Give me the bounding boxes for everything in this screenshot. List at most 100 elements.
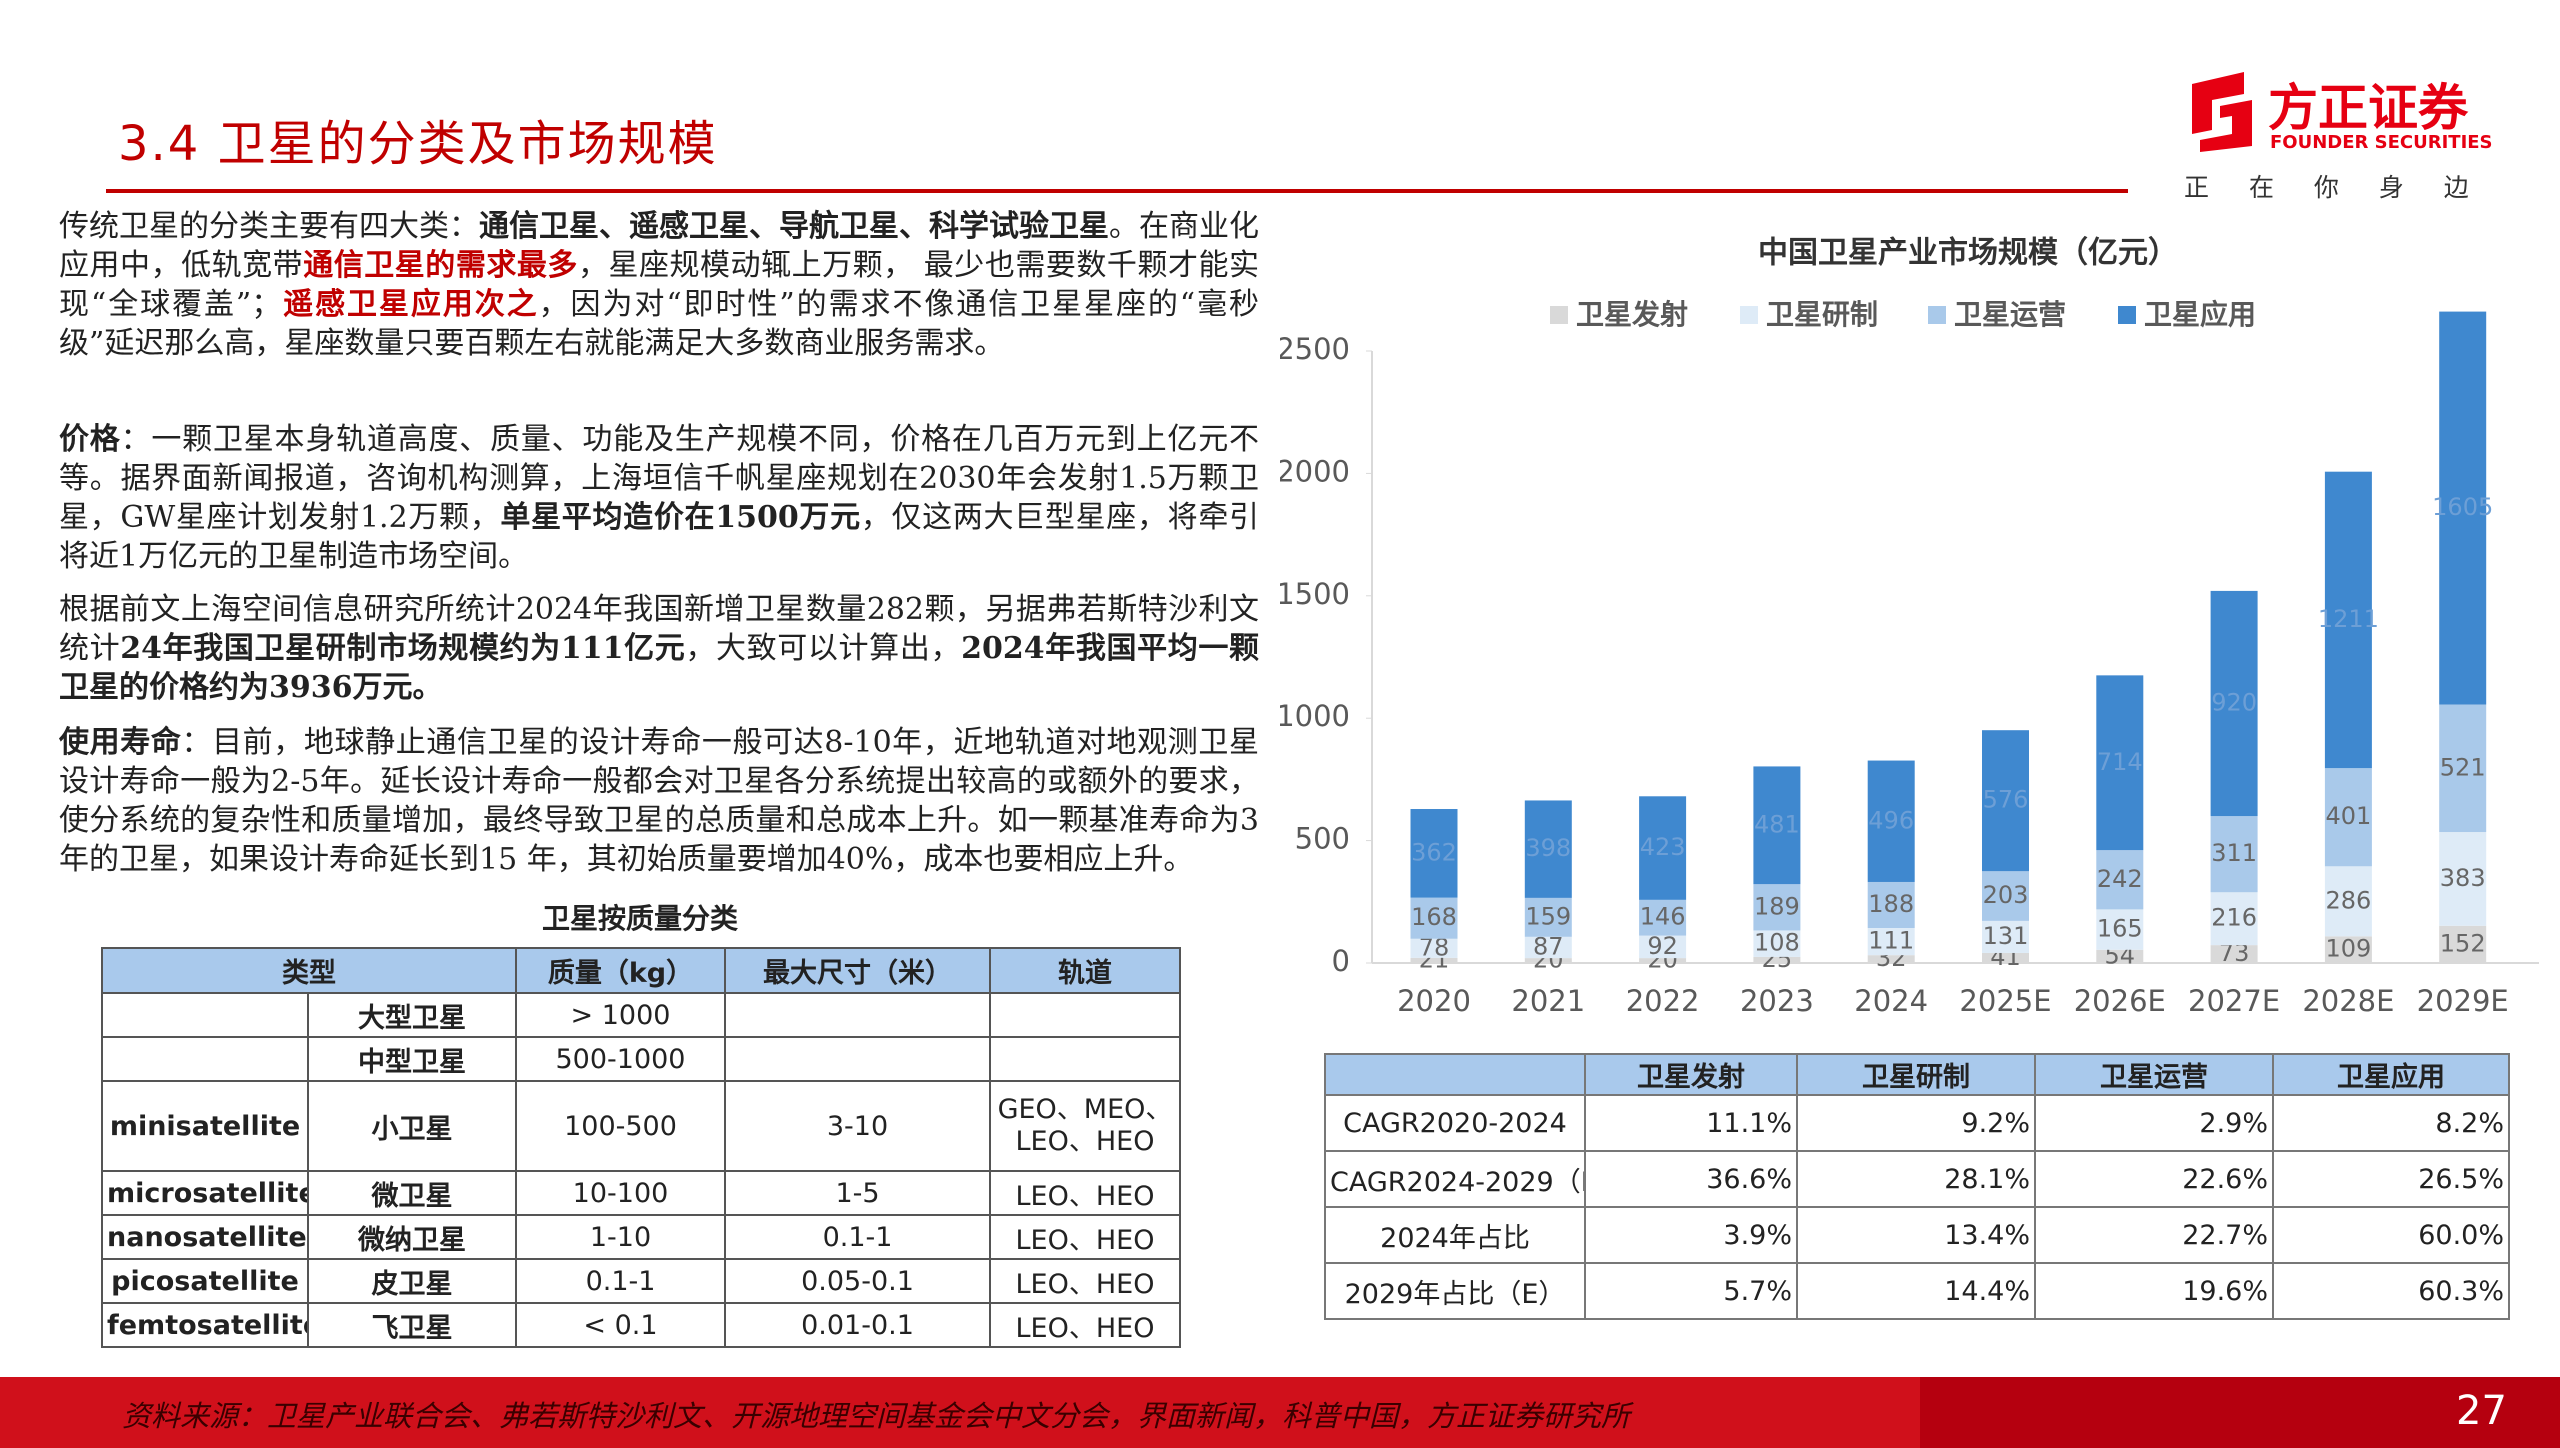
bar-segment — [2096, 909, 2144, 950]
bar-segment — [1982, 952, 2029, 963]
cell: 3-10 — [724, 1080, 991, 1172]
cell: 100-500 — [515, 1080, 726, 1172]
y-tick-label: 1500 — [1280, 577, 1350, 611]
row: femtosatellite 飞卫星 < 0.1 0.01-0.1 LEO、HEO — [101, 1302, 1181, 1348]
row: microsatellite 微卫星 10-100 1-5 LEO、HEO — [101, 1170, 1181, 1216]
cell: nanosatellite — [101, 1214, 309, 1260]
header-cell: 最大尺寸（米） — [724, 947, 991, 994]
bar-segment — [2439, 311, 2487, 705]
bar-segment — [1867, 881, 1915, 928]
text-run: 单星平均造价在1500万元 — [500, 500, 861, 535]
mass-table: 类型 质量（kg） 最大尺寸（米） 轨道 大型卫星 > 1000 中型卫星 500-1000 m… — [101, 947, 1181, 1348]
logo-en: FOUNDER SECURITIES — [2270, 132, 2493, 153]
paragraph: 传统卫星的分类主要有四大类：通信卫星、遥感卫星、导航卫星、科学试验卫星。在商业化… — [59, 207, 1259, 363]
row: CAGR2024-2029（E）36.6%28.1%22.6%26.5% — [1324, 1150, 2510, 1208]
text-run: ，仅这两大巨型星座，将牵引将近1万亿元的卫星制造市场空间。 — [59, 500, 1260, 574]
chart: 中国卫星产业市场规模（亿元） 0 500 1000 1500 2000 2500 卫星发射 卫星… — [1280, 236, 2539, 1018]
cagr-table: 卫星发射 卫星研制 卫星运营 卫星应用 CAGR2020-2024 11.1% 9.2% 2.… — [1324, 1053, 2510, 1320]
footer-band-right — [1920, 1377, 2560, 1448]
header-cell: 类型 — [101, 947, 517, 994]
cell: 60.3% — [2272, 1262, 2510, 1320]
x-tick-label: 2020 — [1397, 984, 1471, 1018]
x-tick-label: 2022 — [1626, 984, 1700, 1018]
legend-label: 卫星应用 — [2144, 298, 2256, 331]
cell: CAGR2020-2024 — [1324, 1094, 1586, 1152]
bar-segment — [2439, 704, 2487, 833]
legend-swatch — [1928, 306, 1946, 324]
cell: 500-1000 — [515, 1036, 726, 1082]
data-label: 311 — [2211, 839, 2257, 867]
table-title: 卫星按质量分类 — [541, 902, 738, 935]
data-label: 362 — [1411, 838, 1457, 866]
row: 2024年占比 3.9% 13.4% 22.7% 60.0% — [1324, 1206, 2510, 1264]
logo-icon — [2192, 72, 2252, 152]
cell: 飞卫星 — [307, 1302, 517, 1348]
bar-segment — [1410, 938, 1458, 958]
cell: femtosatellite — [101, 1302, 309, 1348]
bar-segment — [2324, 866, 2372, 937]
legend-label: 卫星发射 — [1576, 298, 1688, 331]
paragraph: 使用寿命：目前，地球静止通信卫星的设计寿命一般可达8-10年，近地轨道对地观测卫… — [59, 723, 1259, 879]
cell: 中型卫星 — [307, 1036, 517, 1082]
cell: 3.9% — [1584, 1206, 1798, 1264]
data-label: 188 — [1868, 890, 1914, 918]
footer-source: 资料来源：卫星产业联合会、弗若斯特沙利文、开源地理空间基金会中文分会，界面新闻，… — [122, 1399, 1631, 1433]
cell — [724, 992, 991, 1038]
x-tick-label: 2026E — [2074, 984, 2166, 1018]
cell: picosatellite — [101, 1258, 309, 1304]
data-label: 146 — [1640, 903, 1686, 931]
text-run: 2024年我国平均一颗卫星的价格约为3936万元。 — [59, 631, 1260, 705]
y-tick-label: 2500 — [1280, 332, 1350, 366]
x-tick-label: 2028E — [2302, 984, 2394, 1018]
cell: LEO、HEO — [989, 1170, 1181, 1216]
cell: 13.4% — [1796, 1206, 2036, 1264]
data-label: 87 — [1533, 932, 1564, 960]
cell: 22.6% — [2034, 1150, 2274, 1208]
x-tick-label: 2027E — [2188, 984, 2280, 1018]
bar-segment — [2210, 945, 2258, 963]
bar-segment — [1753, 766, 1801, 885]
data-label: 108 — [1754, 929, 1800, 957]
cell: 9.2% — [1796, 1094, 2036, 1152]
data-label: 496 — [1868, 806, 1914, 834]
bar-segment — [2210, 816, 2258, 893]
bar-segment — [1410, 897, 1458, 939]
header-cell: 卫星发射 — [1584, 1053, 1798, 1096]
x-tick-label: 2029E — [2417, 984, 2509, 1018]
bar-segment — [2096, 949, 2144, 963]
cell: LEO、HEO — [989, 1258, 1181, 1304]
data-label: 398 — [1525, 834, 1571, 862]
row: 大型卫星 > 1000 — [101, 992, 1181, 1038]
bar-segment — [1753, 884, 1801, 931]
cell: 0.01-0.1 — [724, 1302, 991, 1348]
cell: 2.9% — [2034, 1094, 2274, 1152]
x-tick-label: 2024 — [1854, 984, 1928, 1018]
bar-segment — [1524, 800, 1572, 898]
data-label: 1605 — [2432, 493, 2493, 521]
bar-segment — [1867, 955, 1915, 963]
bar-segment — [2096, 675, 2144, 851]
text-run: 。在商业化应用中，低轨宽带 — [59, 209, 1259, 283]
cell: LEO、HEO — [989, 1214, 1181, 1260]
bar-segment — [1982, 920, 2029, 953]
bar-segment — [2210, 892, 2258, 946]
slogan: 正 在 你 身 边 — [2184, 173, 2469, 202]
x-tick-label: 2023 — [1740, 984, 1814, 1018]
bar-segment — [1753, 930, 1801, 957]
legend-swatch — [1740, 306, 1758, 324]
title-rule — [106, 189, 2128, 193]
text-run: 根据前文上海空间信息研究所统计2024年我国新增卫星数量282颗，另据弗若斯特沙… — [59, 592, 1259, 666]
legend-swatch — [2118, 306, 2136, 324]
cell — [989, 1036, 1181, 1082]
row: CAGR2020-2024 11.1% 9.2% 2.9% 8.2% — [1324, 1094, 2510, 1152]
cell: 微卫星 — [307, 1170, 517, 1216]
bar-segment — [1639, 935, 1687, 959]
text-run: ，星座规模动辄上万颗， 最少也需要数千颗才能实现“全球覆盖”； — [59, 248, 1260, 322]
data-label: 521 — [2440, 753, 2486, 781]
bar-segment — [2324, 936, 2372, 963]
bar-segment — [1639, 899, 1687, 936]
cell: < 0.1 — [515, 1302, 726, 1348]
cell: microsatellite — [101, 1170, 309, 1216]
text-run: 通信卫星、遥感卫星、导航卫星、科学试验卫星 — [479, 209, 1109, 244]
cell: 22.7% — [2034, 1206, 2274, 1264]
